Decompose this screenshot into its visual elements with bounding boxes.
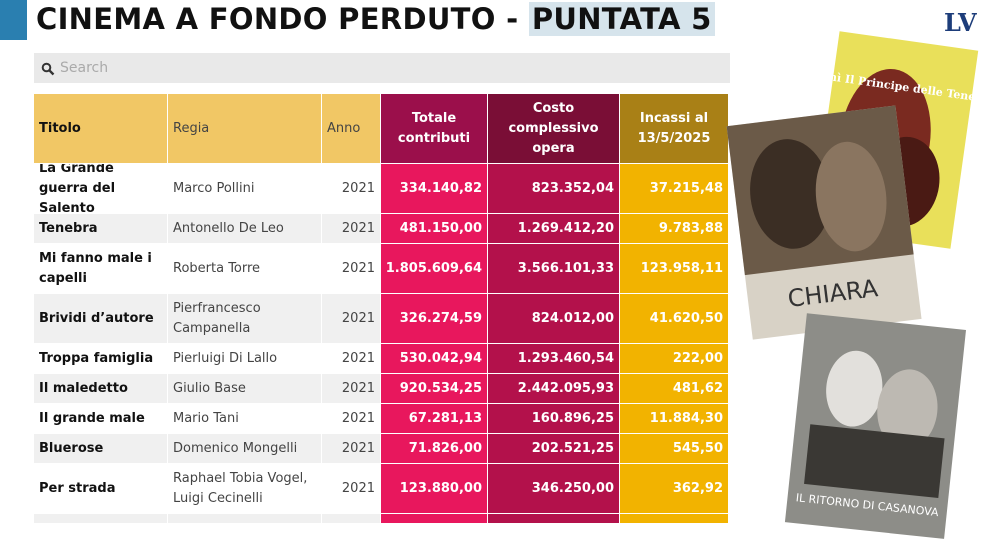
table-cell: 2021 xyxy=(322,434,381,464)
table-cell: 67.281,13 xyxy=(381,404,488,434)
title-cell: Il grande male xyxy=(34,404,168,434)
table-cell: 481,62 xyxy=(620,374,729,404)
table-cell: 202.521,25 xyxy=(488,434,620,464)
cut-row-cell xyxy=(381,514,488,524)
table-cell: 9.783,88 xyxy=(620,214,729,244)
table-cell: 2021 xyxy=(322,244,381,294)
table-cell: 1.269.412,20 xyxy=(488,214,620,244)
cut-row-cell xyxy=(34,514,168,524)
search-placeholder: Search xyxy=(60,60,109,76)
table-cell: 481.150,00 xyxy=(381,214,488,244)
table-cell: 2021 xyxy=(322,344,381,374)
table-cell: 2021 xyxy=(322,164,381,214)
column-header: Costo complessivo opera xyxy=(488,94,620,164)
table-cell: 2021 xyxy=(322,294,381,344)
cut-row-cell xyxy=(620,514,729,524)
table-cell: 41.620,50 xyxy=(620,294,729,344)
table-cell: 530.042,94 xyxy=(381,344,488,374)
column-header: Titolo xyxy=(34,94,168,164)
table-cell: Pierluigi Di Lallo xyxy=(168,344,322,374)
table-cell: 346.250,00 xyxy=(488,464,620,514)
title-cell: Brividi d’autore xyxy=(34,294,168,344)
table-cell: 1.805.609,64 xyxy=(381,244,488,294)
title-cell: Per strada xyxy=(34,464,168,514)
table-cell: 2021 xyxy=(322,214,381,244)
table-cell: Antonello De Leo xyxy=(168,214,322,244)
table-cell: Giulio Base xyxy=(168,374,322,404)
table-cell: Raphael Tobia Vogel, Luigi Cecinelli xyxy=(168,464,322,514)
table-cell: 362,92 xyxy=(620,464,729,514)
table-cell: 2021 xyxy=(322,404,381,434)
cut-row-cell xyxy=(168,514,322,524)
table-cell: Roberta Torre xyxy=(168,244,322,294)
poster-casanova: IL RITORNO DI CASANOVA xyxy=(784,313,967,539)
title-cell: Mi fanno male i capelli xyxy=(34,244,168,294)
table-cell: 920.534,25 xyxy=(381,374,488,404)
logo: LV xyxy=(944,8,977,37)
table-cell: 71.826,00 xyxy=(381,434,488,464)
cut-row-cell xyxy=(488,514,620,524)
table-cell: 3.566.101,33 xyxy=(488,244,620,294)
table-cell: 334.140,82 xyxy=(381,164,488,214)
title-cell: La Grande guerra del Salento xyxy=(34,164,168,214)
table-cell: 2.442.095,93 xyxy=(488,374,620,404)
table-cell: Domenico Mongelli xyxy=(168,434,322,464)
table-cell: 326.274,59 xyxy=(381,294,488,344)
title-cell: Bluerose xyxy=(34,434,168,464)
title-highlight: PUNTATA 5 xyxy=(528,2,715,36)
table-cell: 160.896,25 xyxy=(488,404,620,434)
cut-row-cell xyxy=(322,514,381,524)
posters: Mimì Il Principe delle Tenebre CHIARA IL… xyxy=(726,31,982,539)
accent-stripe xyxy=(0,0,27,40)
table-cell: 123.880,00 xyxy=(381,464,488,514)
table-cell: 1.293.460,54 xyxy=(488,344,620,374)
table-cell: Marco Pollini xyxy=(168,164,322,214)
title-cell: Troppa famiglia xyxy=(34,344,168,374)
search-icon xyxy=(41,62,55,76)
column-header: Incassi al 13/5/2025 xyxy=(620,94,729,164)
table-cell: 123.958,11 xyxy=(620,244,729,294)
search-box[interactable]: Search xyxy=(34,53,730,83)
column-header: Anno xyxy=(322,94,381,164)
column-header: Regia xyxy=(168,94,322,164)
page-title: CINEMA A FONDO PERDUTO - PUNTATA 5 xyxy=(36,2,715,36)
table-cell: Pierfrancesco Campanella xyxy=(168,294,322,344)
table-cell: 824.012,00 xyxy=(488,294,620,344)
title-text: CINEMA A FONDO PERDUTO - xyxy=(36,2,529,36)
table-cell: 2021 xyxy=(322,374,381,404)
table-cell: 222,00 xyxy=(620,344,729,374)
table-cell: 11.884,30 xyxy=(620,404,729,434)
table-cell: 545,50 xyxy=(620,434,729,464)
table-cell: 37.215,48 xyxy=(620,164,729,214)
title-cell: Tenebra xyxy=(34,214,168,244)
poster-chiara: CHIARA xyxy=(726,105,922,340)
table-cell: Mario Tani xyxy=(168,404,322,434)
title-cell: Il maledetto xyxy=(34,374,168,404)
table-cell: 2021 xyxy=(322,464,381,514)
table-cell: 823.352,04 xyxy=(488,164,620,214)
column-header: Totale contributi xyxy=(381,94,488,164)
